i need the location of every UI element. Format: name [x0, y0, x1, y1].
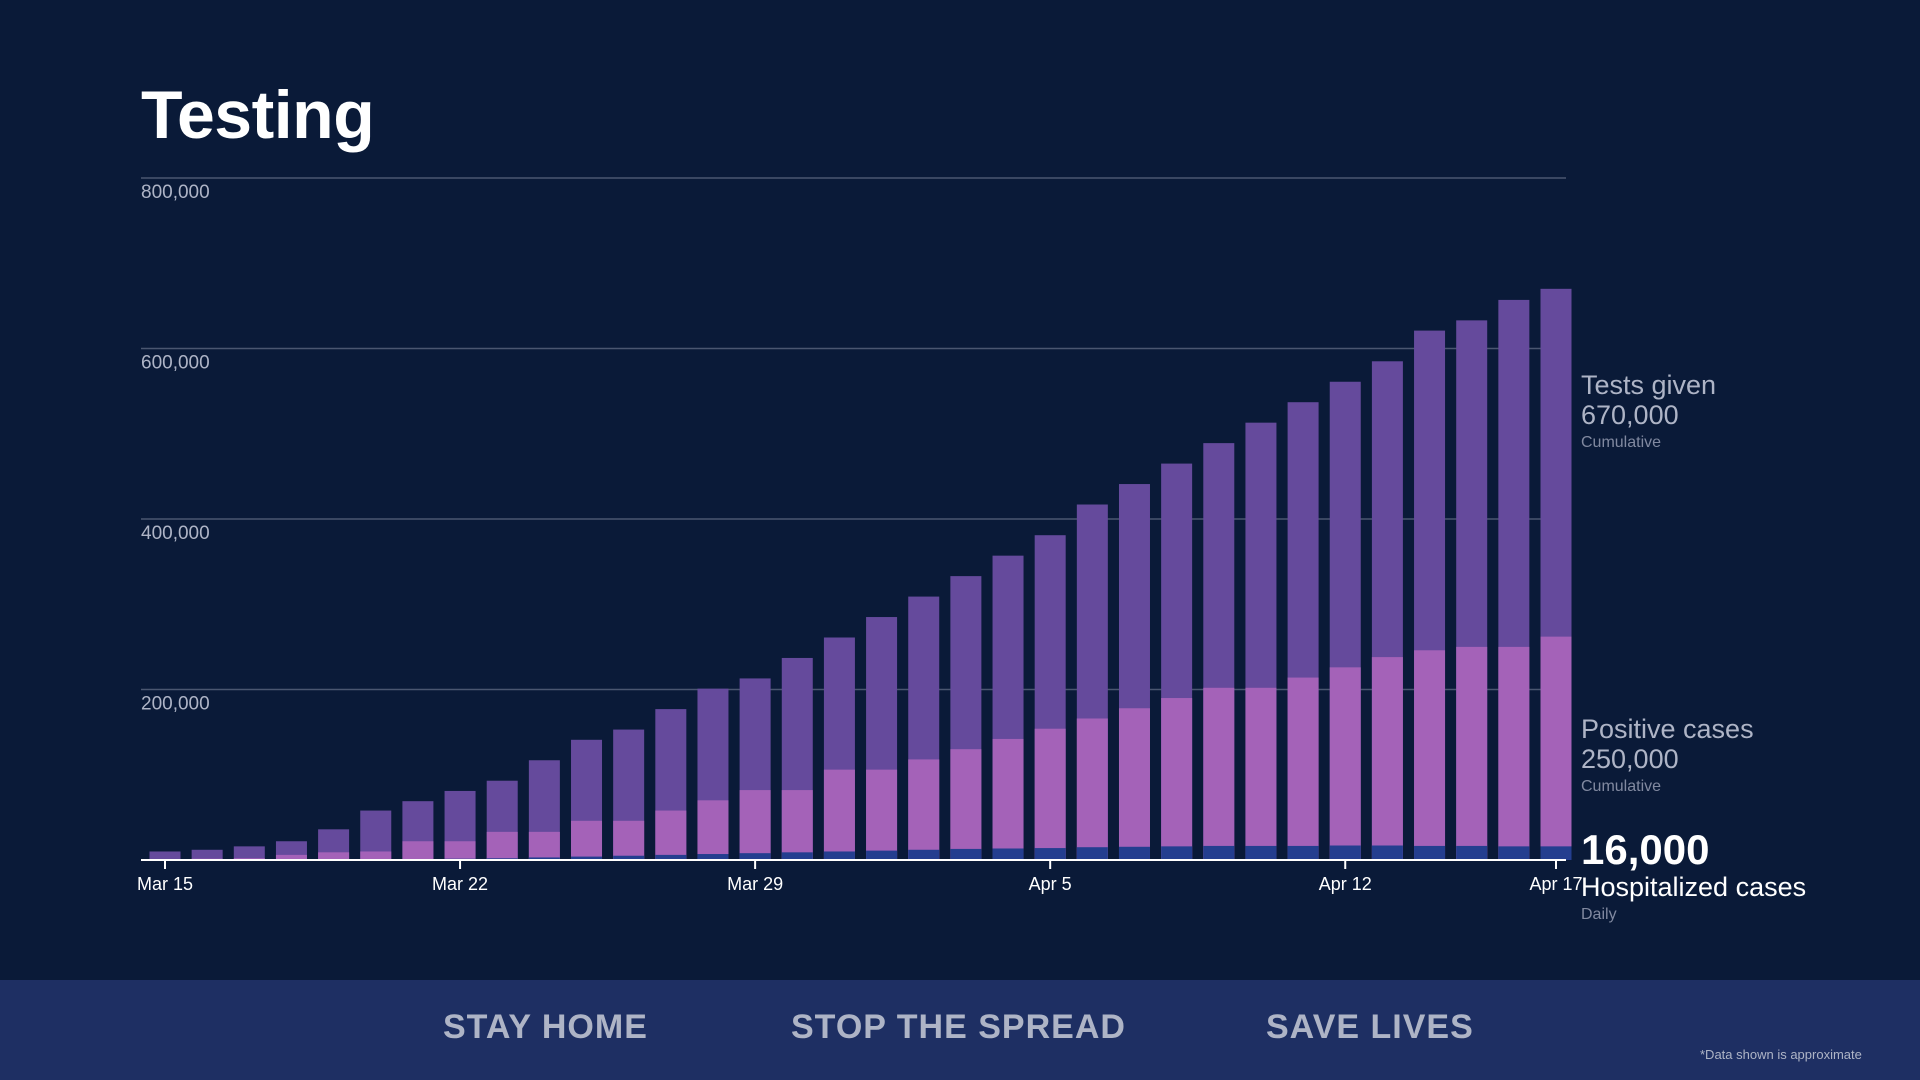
slogan-save-lives: SAVE LIVES — [1266, 1008, 1474, 1046]
bar-positive-cases — [1161, 698, 1193, 860]
bar-positive-cases — [950, 749, 982, 860]
bar-positive-cases — [402, 841, 434, 860]
bar-hospitalized — [1161, 846, 1193, 860]
tests-given-value: 670,000 — [1581, 400, 1679, 430]
bar-positive-cases — [1245, 687, 1277, 860]
bar-hospitalized — [1329, 845, 1361, 860]
bar-positive-cases — [318, 852, 350, 860]
bar-positive-cases — [1034, 728, 1066, 860]
bar-hospitalized — [1203, 845, 1235, 860]
bars — [149, 288, 1572, 861]
y-tick-label: 600,000 — [141, 353, 210, 374]
slogan-stop-the-spread: STOP THE SPREAD — [791, 1008, 1126, 1046]
testing-chart: 200,000 400,000 600,000 800,000 Mar 15 Mar 2… — [137, 177, 1583, 894]
bar-hospitalized — [1540, 846, 1572, 860]
y-tick-label: 200,000 — [141, 694, 210, 715]
bar-hospitalized — [613, 855, 645, 860]
bar-hospitalized — [992, 848, 1024, 860]
bar-hospitalized — [1245, 845, 1277, 860]
y-axis-labels: 200,000 400,000 600,000 800,000 — [141, 182, 210, 715]
hospitalized-label: Hospitalized cases — [1581, 872, 1807, 902]
bar-positive-cases — [1203, 687, 1235, 860]
bar-positive-cases — [1414, 650, 1446, 860]
bar-hospitalized — [1076, 847, 1108, 860]
bar-hospitalized — [823, 851, 855, 860]
bar-positive-cases — [360, 851, 392, 860]
bar-positive-cases — [486, 831, 518, 860]
bar-hospitalized — [866, 850, 898, 860]
bar-positive-cases — [781, 790, 813, 860]
x-tick-label: Mar 15 — [137, 874, 193, 894]
legend-tests-given: Tests given 670,000 Cumulative — [1581, 370, 1716, 456]
y-tick-label: 400,000 — [141, 523, 210, 544]
bar-positive-cases — [1118, 708, 1150, 860]
gridlines — [141, 177, 1566, 691]
bar-hospitalized — [1456, 845, 1488, 860]
bar-hospitalized — [571, 856, 603, 860]
bar-hospitalized — [1414, 845, 1446, 860]
bar-positive-cases — [739, 790, 771, 860]
bar-hospitalized — [1287, 845, 1319, 860]
bar-hospitalized — [655, 854, 687, 860]
x-tick-label: Apr 12 — [1319, 874, 1372, 894]
bar-positive-cases — [1076, 718, 1108, 860]
bar-hospitalized — [908, 849, 940, 860]
x-tick-label: Mar 29 — [727, 874, 783, 894]
legend-hospitalized-cases: 16,000 Hospitalized cases Daily — [1581, 828, 1806, 928]
bar-hospitalized — [1371, 845, 1403, 860]
x-tick-label: Apr 5 — [1029, 874, 1072, 894]
x-axis-labels: Mar 15 Mar 22 Mar 29 Apr 5 Apr 12 Apr 17 — [137, 874, 1583, 894]
slogan-stay-home: STAY HOME — [443, 1008, 648, 1046]
bar-tests-given — [233, 846, 265, 860]
bar-positive-cases — [1329, 667, 1361, 860]
bar-positive-cases — [275, 854, 307, 860]
bar-hospitalized — [528, 857, 560, 860]
hospitalized-value: 16,000 — [1581, 826, 1710, 873]
bar-positive-cases — [1287, 677, 1319, 860]
hospitalized-sub: Daily — [1581, 906, 1617, 923]
bar-hospitalized — [697, 854, 729, 860]
bar-positive-cases — [1540, 636, 1572, 860]
chart-title: Testing — [141, 77, 375, 153]
bar-tests-given — [191, 849, 223, 860]
bar-hospitalized — [781, 852, 813, 860]
bar-positive-cases — [1371, 657, 1403, 860]
bar-positive-cases — [908, 759, 940, 860]
bar-positive-cases — [444, 841, 476, 860]
y-tick-label: 800,000 — [141, 182, 210, 203]
bar-hospitalized — [950, 848, 982, 860]
x-tick-label: Mar 22 — [432, 874, 488, 894]
positive-cases-value: 250,000 — [1581, 744, 1679, 774]
bar-hospitalized — [1498, 846, 1530, 860]
bar-positive-cases — [823, 769, 855, 860]
footer-banner — [0, 980, 1920, 1080]
bar-hospitalized — [739, 853, 771, 860]
data-approximate-note: *Data shown is approximate — [1700, 1047, 1862, 1062]
bar-positive-cases — [1498, 646, 1530, 860]
x-axis — [141, 859, 1566, 869]
bar-positive-cases — [697, 800, 729, 860]
bar-positive-cases — [1456, 646, 1488, 860]
legend-positive-cases: Positive cases 250,000 Cumulative — [1581, 714, 1754, 800]
tests-given-sub: Cumulative — [1581, 434, 1662, 451]
bar-positive-cases — [571, 820, 603, 860]
positive-cases-label: Positive cases — [1581, 714, 1754, 744]
bar-tests-given — [149, 851, 181, 860]
bar-positive-cases — [992, 738, 1024, 860]
positive-cases-sub: Cumulative — [1581, 778, 1662, 795]
bar-positive-cases — [866, 769, 898, 860]
bar-positive-cases — [613, 820, 645, 860]
x-tick-label: Apr 17 — [1529, 874, 1582, 894]
bar-hospitalized — [1034, 848, 1066, 860]
bar-positive-cases — [655, 810, 687, 860]
bar-hospitalized — [1118, 846, 1150, 860]
bar-positive-cases — [528, 831, 560, 860]
tests-given-label: Tests given — [1581, 370, 1717, 400]
